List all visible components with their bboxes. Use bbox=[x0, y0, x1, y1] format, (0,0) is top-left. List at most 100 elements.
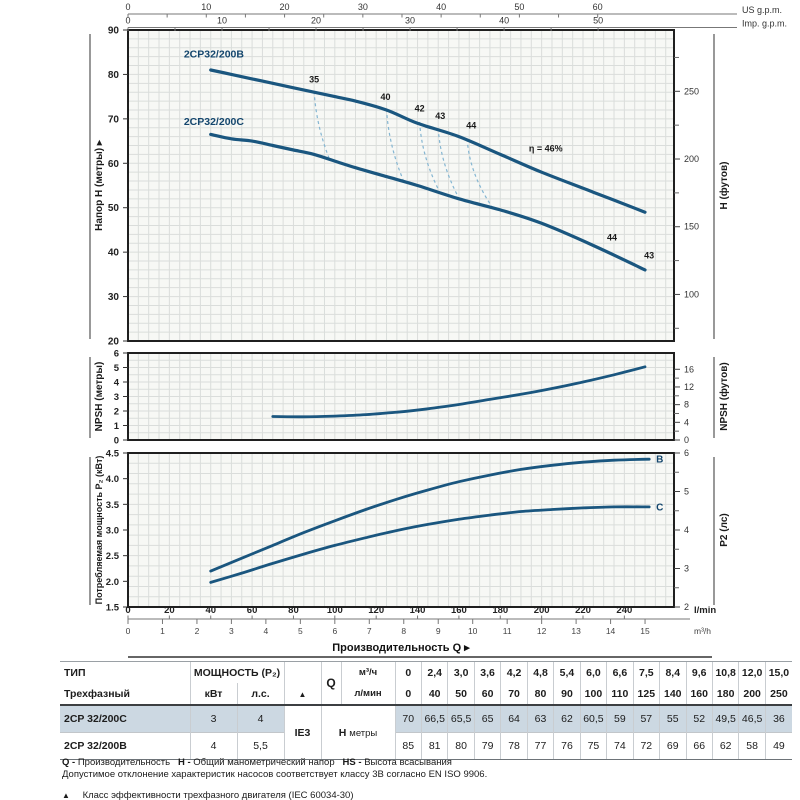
power-header: МОЩНОСТЬ (P₂) bbox=[189, 661, 285, 683]
flow-lmin-cell: 180 bbox=[711, 683, 739, 706]
imp-gpm-tick: 30 bbox=[405, 16, 415, 26]
head-value: 65 bbox=[473, 705, 501, 733]
head-value: 36 bbox=[764, 705, 792, 733]
head-value: 62 bbox=[553, 705, 581, 733]
npsh-right-tick: 8 bbox=[684, 400, 689, 410]
lmin-tick: 100 bbox=[327, 605, 343, 616]
flow-m3h-cell: 7,5 bbox=[632, 661, 660, 683]
head-value: 49 bbox=[764, 732, 792, 760]
flow-axis-title: Производительность Q ▸ bbox=[332, 642, 470, 654]
p2-ylabel-left: Потребляемая мощность P₂ (кВт) bbox=[94, 456, 104, 605]
type-header: ТИП bbox=[60, 661, 190, 683]
p2-chart: 1.5 2.0 2.5 3.0 3.5 4.0 4.5 2 3 4 5 6 B C Потребляемая… bbox=[89, 448, 730, 614]
us-gpm-tick: 0 bbox=[125, 2, 130, 12]
curve-name-label: 2CP32/200C bbox=[184, 116, 245, 128]
p2-ytick: 2.0 bbox=[106, 577, 119, 588]
m3h-tick: 11 bbox=[503, 626, 512, 636]
us-gpm-tick: 40 bbox=[436, 2, 446, 12]
m3h-tick: 4 bbox=[264, 626, 269, 636]
head-ylabel-right: H (футов) bbox=[718, 162, 730, 210]
m3h-tick: 7 bbox=[367, 626, 372, 636]
hs-term: HS - bbox=[342, 757, 362, 768]
pump-type: 2CP 32/200C bbox=[60, 705, 190, 733]
flow-lmin-cell: 250 bbox=[764, 683, 792, 706]
legend-line: Q - Производительность H - Общий маномет… bbox=[62, 757, 762, 769]
p2-ylabel-right: P2 (лс) bbox=[719, 513, 730, 546]
annotation: 43 bbox=[644, 250, 654, 260]
head-right-tick: 100 bbox=[684, 289, 699, 299]
head-value: 65,5 bbox=[447, 705, 475, 733]
head-right-tick: 250 bbox=[684, 86, 699, 96]
head-ytick: 70 bbox=[108, 114, 120, 125]
head-right-tick: 200 bbox=[684, 154, 699, 164]
power-kw: 3 bbox=[189, 705, 237, 733]
head-value: 46,5 bbox=[738, 705, 766, 733]
m3h-tick: 10 bbox=[468, 626, 478, 636]
npsh-right-tick: 12 bbox=[684, 382, 694, 392]
m3h-label: m³/h bbox=[694, 626, 711, 636]
us-gpm-tick: 60 bbox=[593, 2, 603, 12]
head-value: 62 bbox=[711, 732, 739, 760]
imp-gpm-tick: 40 bbox=[499, 16, 509, 26]
m3h-tick: 8 bbox=[401, 626, 406, 636]
us-gpm-tick: 50 bbox=[514, 2, 524, 12]
head-value: 60,5 bbox=[579, 705, 607, 733]
head-ytick: 80 bbox=[108, 70, 120, 81]
imp-gpm-tick: 20 bbox=[311, 16, 321, 26]
flow-lmin-cell: 140 bbox=[659, 683, 686, 706]
head-value: 78 bbox=[500, 732, 528, 760]
npsh-ylabel-left: NPSH (метры) bbox=[94, 362, 105, 432]
lmin-tick: 60 bbox=[247, 605, 258, 616]
npsh-ytick: 5 bbox=[114, 363, 120, 374]
npsh-right-tick: 16 bbox=[684, 364, 694, 374]
head-value: 85 bbox=[394, 732, 422, 760]
us-gpm-tick: 10 bbox=[201, 2, 211, 12]
flow-lmin-cell: 125 bbox=[632, 683, 660, 706]
head-value: 72 bbox=[632, 732, 660, 760]
lmin-label: l/min bbox=[694, 605, 716, 616]
type-subheader: Трехфазный bbox=[60, 683, 190, 706]
p2-ytick: 3.5 bbox=[106, 500, 120, 511]
lmin-tick: 220 bbox=[575, 605, 591, 616]
head-value: 49,5 bbox=[711, 705, 739, 733]
flow-m3h-cell: 6,0 bbox=[579, 661, 607, 683]
efficiency-label: 43 bbox=[435, 111, 445, 121]
lmin-tick: 0 bbox=[125, 605, 130, 616]
head-value: 75 bbox=[579, 732, 607, 760]
annotation: 44 bbox=[607, 233, 617, 243]
flow-lmin-cell: 0 bbox=[394, 683, 422, 706]
flow-m3h-cell: 15,0 bbox=[764, 661, 792, 683]
flow-lmin-cell: 50 bbox=[447, 683, 475, 706]
m3h-tick: 13 bbox=[571, 626, 581, 636]
lmin-tick: 200 bbox=[534, 605, 550, 616]
p2-right-tick: 2 bbox=[684, 602, 689, 612]
npsh-right-tick: 0 bbox=[684, 435, 689, 445]
lmin-tick: 160 bbox=[451, 605, 467, 616]
m3h-tick: 1 bbox=[160, 626, 165, 636]
flow-lmin-cell: 200 bbox=[738, 683, 766, 706]
head-value: 58 bbox=[738, 732, 766, 760]
unit-lmin: л/мин bbox=[340, 683, 396, 706]
npsh-right-tick: 4 bbox=[684, 417, 689, 427]
head-value: 76 bbox=[553, 732, 581, 760]
m3h-tick: 3 bbox=[229, 626, 234, 636]
power-kw: 4 bbox=[189, 732, 237, 760]
pump-type: 2CP 32/200B bbox=[60, 732, 190, 760]
lmin-tick: 120 bbox=[368, 605, 384, 616]
flow-lmin-cell: 160 bbox=[685, 683, 713, 706]
lmin-tick: 240 bbox=[616, 605, 632, 616]
flow-m3h-cell: 10,8 bbox=[711, 661, 739, 683]
p2-right-tick: 6 bbox=[684, 448, 689, 458]
flow-m3h-cell: 5,4 bbox=[553, 661, 581, 683]
class-mark: ▲ bbox=[283, 683, 322, 706]
curve-end-label: C bbox=[656, 502, 663, 513]
npsh-ytick: 3 bbox=[114, 392, 119, 403]
q-header: Q bbox=[320, 661, 342, 706]
head-ytick: 60 bbox=[108, 159, 120, 170]
curve-name-label: 2CP32/200B bbox=[184, 49, 245, 61]
head-value: 69 bbox=[659, 732, 686, 760]
head-value: 55 bbox=[659, 705, 686, 733]
hs-def: Высота всасывания bbox=[364, 757, 452, 768]
